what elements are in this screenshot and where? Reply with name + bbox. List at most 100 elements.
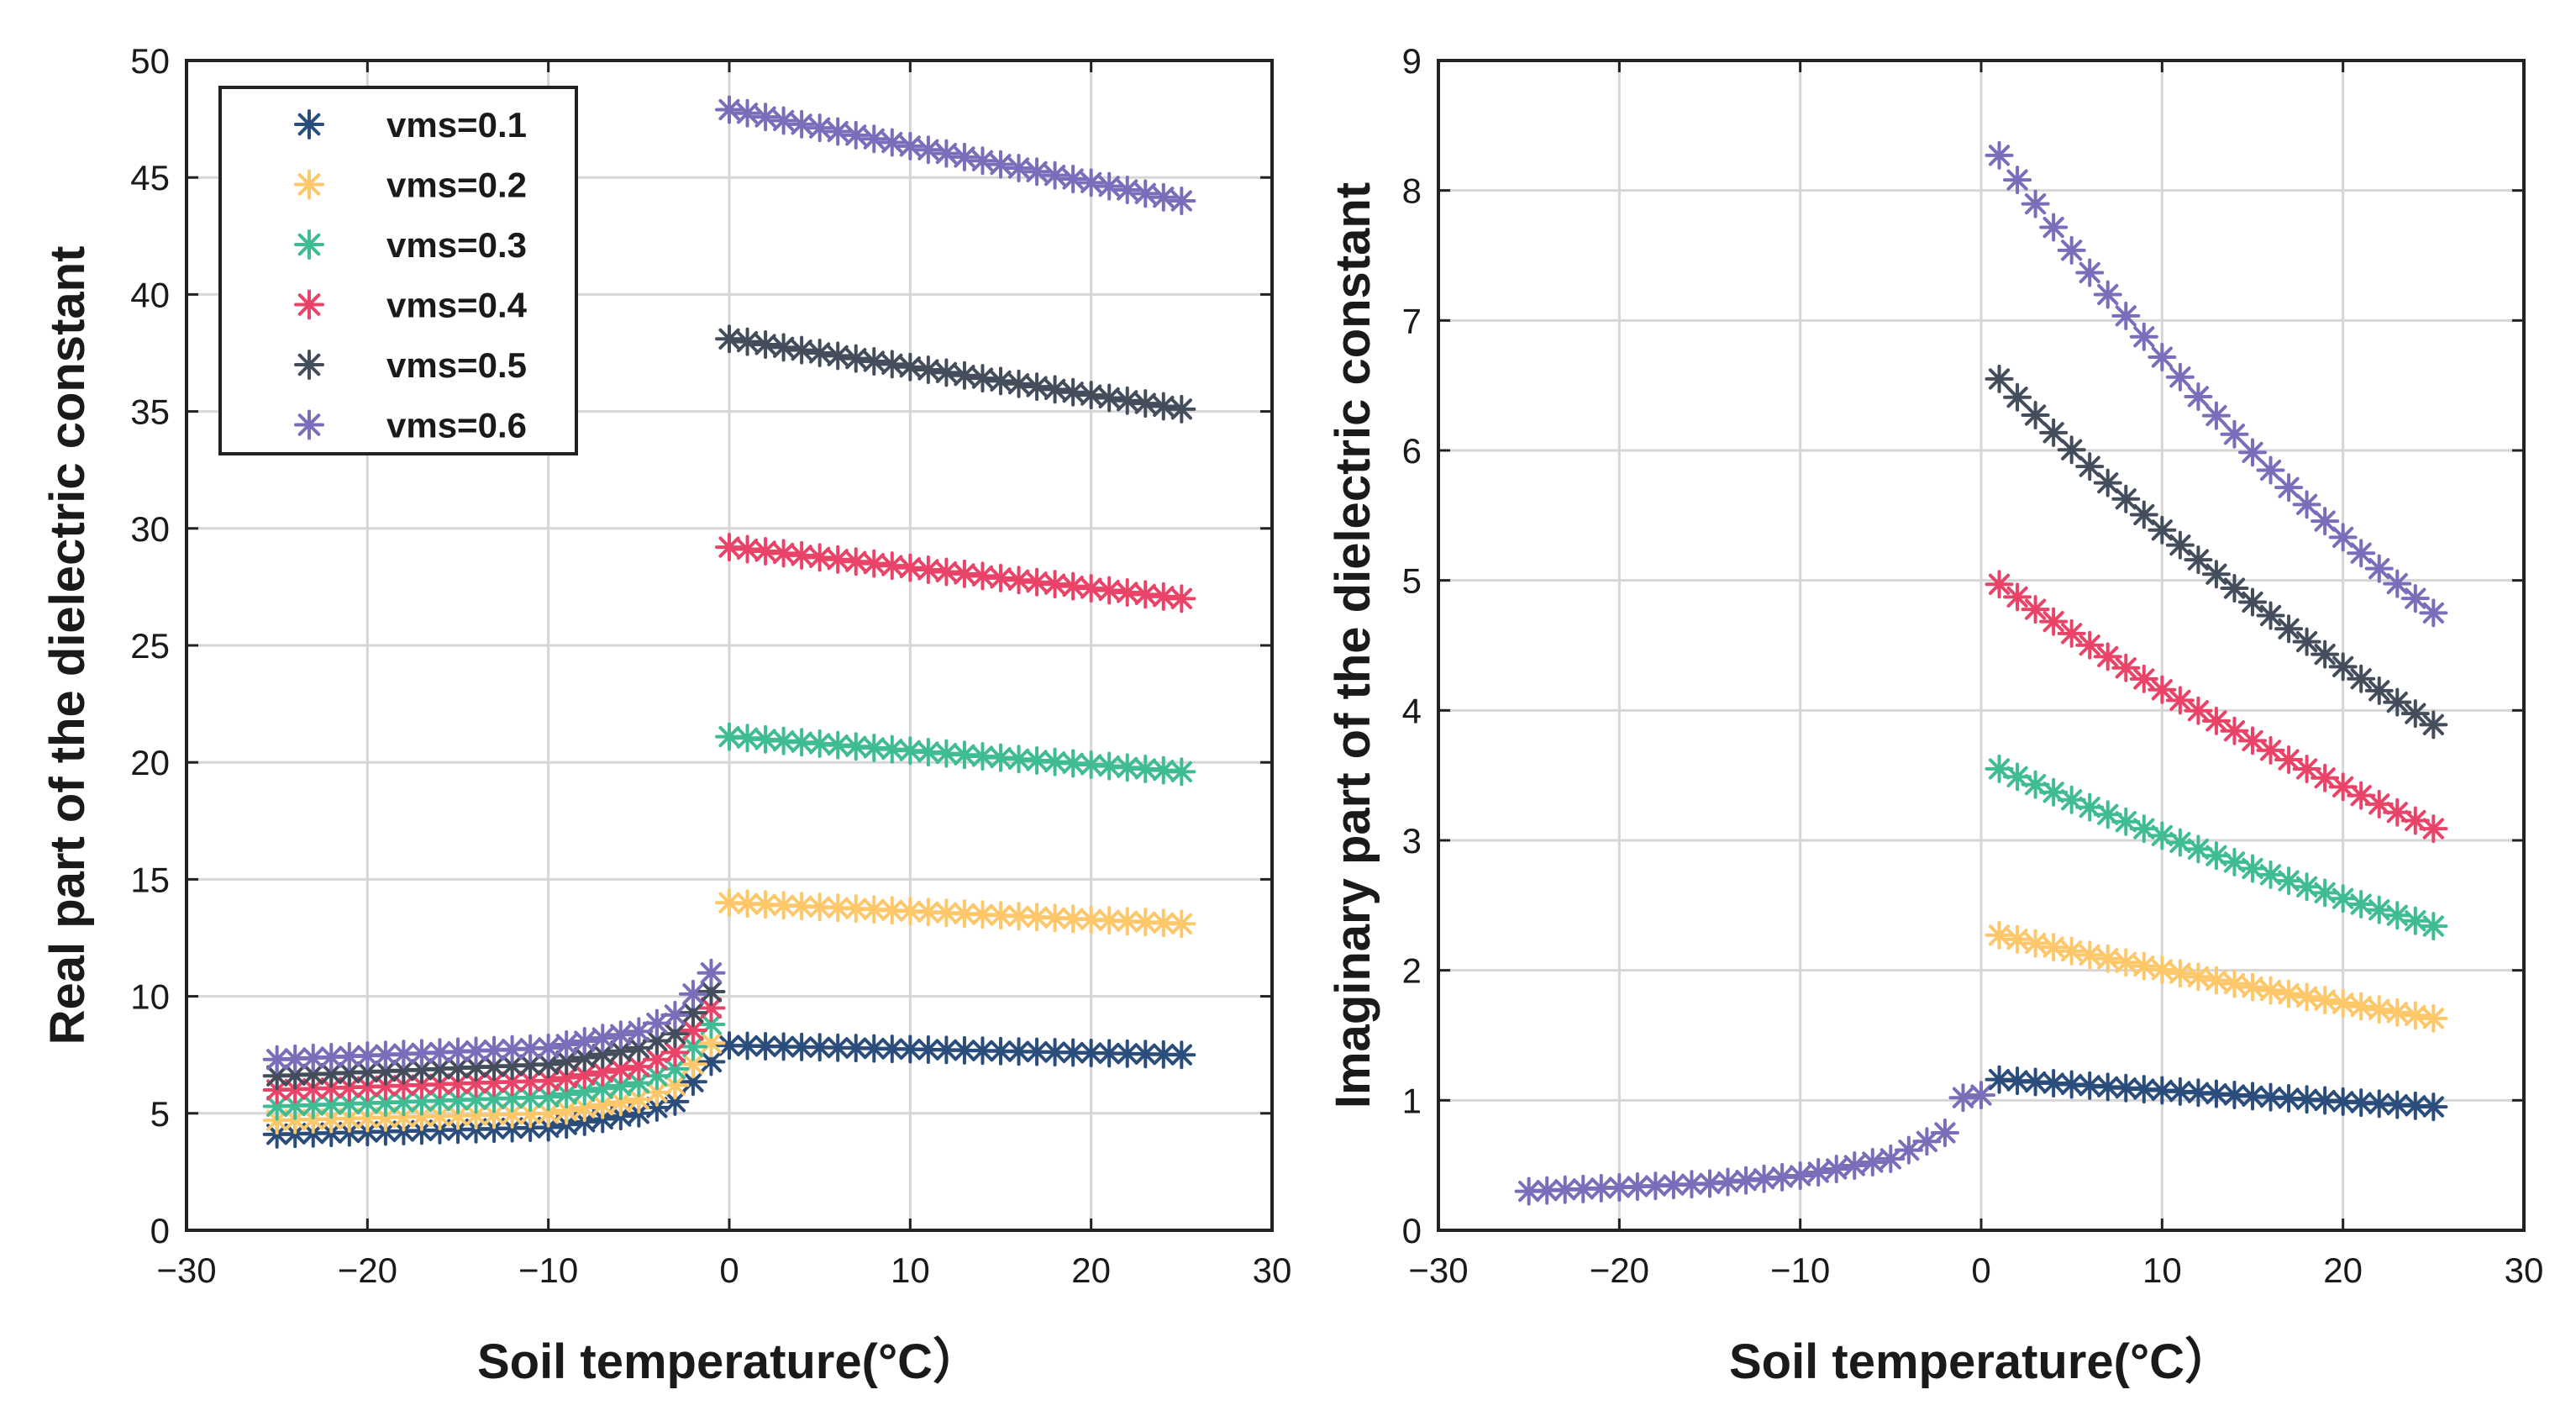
marker-vms=0.2 <box>2419 1003 2448 1033</box>
marker-vms=0.6 <box>1167 187 1196 216</box>
marker-vms=0.4 <box>733 534 762 564</box>
marker-vms=0.5 <box>2039 418 2069 447</box>
marker-vms=0.5 <box>2111 484 2141 513</box>
marker-frozen <box>1768 1162 1797 1192</box>
marker-vms=0.2 <box>1985 920 2014 950</box>
marker-vms=0.1 <box>1076 1038 1106 1067</box>
marker-vms=0.3 <box>606 1071 635 1100</box>
legend-item: vms=0.6 <box>294 406 527 445</box>
marker-vms=0.6 <box>371 1040 400 1070</box>
marker-vms=0.4 <box>2148 675 2177 704</box>
marker-vms=0.2 <box>570 1093 599 1123</box>
marker-frozen <box>1713 1167 1743 1197</box>
marker-vms=0.1 <box>751 1031 781 1061</box>
marker-vms=0.5 <box>1059 377 1088 407</box>
y-tick-label: 7 <box>1402 301 1422 340</box>
marker-vms=0.4 <box>823 545 853 574</box>
marker-vms=0.4 <box>1040 570 1070 599</box>
marker-vms=0.5 <box>1023 372 1052 402</box>
x-tick-label: −30 <box>156 1250 216 1290</box>
marker-vms=0.3 <box>2400 906 2430 935</box>
marker-vms=0.6 <box>733 98 762 128</box>
marker-vms=0.5 <box>2075 452 2105 482</box>
marker-vms=0.2 <box>949 899 979 929</box>
marker-vms=0.6 <box>1131 179 1160 208</box>
marker-vms=0.6 <box>2419 598 2448 628</box>
left-plot-frame <box>185 59 1274 1232</box>
marker-vms=0.4 <box>805 543 834 572</box>
marker-vms=0.2 <box>787 892 817 921</box>
y-tick-label: 40 <box>130 275 170 314</box>
marker-vms=0.3 <box>1112 753 1142 782</box>
marker-vms=0.4 <box>751 536 781 566</box>
marker-vms=0.4 <box>1131 580 1160 609</box>
right-plot-frame <box>1437 59 2526 1232</box>
marker-vms=0.5 <box>2129 500 2158 529</box>
marker-vms=0.6 <box>2003 166 2032 195</box>
marker-vms=0.4 <box>949 559 979 588</box>
marker-vms=0.6 <box>1149 182 1178 212</box>
marker-frozen <box>1550 1175 1580 1204</box>
marker-vms=0.3 <box>2021 770 2050 799</box>
legend-label: vms=0.2 <box>386 166 527 205</box>
right-y-axis-label: Imaginary part of the dielectric constan… <box>1326 182 1380 1108</box>
marker-vms=0.6 <box>2021 189 2050 218</box>
marker-vms=0.4 <box>715 533 744 562</box>
marker-vms=0.6 <box>896 131 925 161</box>
marker-vms=0.4 <box>896 553 925 582</box>
marker-vms=0.5 <box>389 1055 418 1085</box>
marker-vms=0.3 <box>2364 895 2394 924</box>
y-tick-label: 2 <box>1402 951 1422 991</box>
marker-vms=0.5 <box>606 1036 635 1066</box>
legend-items: vms=0.1 vms=0.2 vms=0.3 vms=0.4 vms=0.5 vms=0… <box>294 105 528 445</box>
left-y-axis-label: Real part of the dielectric constant <box>40 246 95 1045</box>
left-x-axis-label: Soil temperature(°C） <box>477 1334 981 1389</box>
marker-vms=0.6 <box>2220 419 2249 449</box>
marker-vms=0.1 <box>949 1035 979 1065</box>
marker-vms=0.4 <box>1149 582 1178 611</box>
x-tick-label: 10 <box>2142 1250 2182 1290</box>
marker-vms=0.2 <box>2148 955 2177 984</box>
marker-vms=0.5 <box>588 1040 618 1069</box>
marker-vms=0.4 <box>787 540 817 570</box>
marker-vms=0.6 <box>715 95 744 124</box>
right-grid <box>1438 61 2524 1230</box>
marker-vms=0.6 <box>2347 539 2376 568</box>
marker-vms=0.6 <box>1076 168 1106 197</box>
marker-vms=0.4 <box>2075 630 2105 660</box>
marker-vms=0.5 <box>2184 545 2213 575</box>
marker-vms=0.4 <box>2111 653 2141 682</box>
marker-vms=0.5 <box>2003 382 2032 412</box>
marker-vms=0.1 <box>1040 1038 1070 1067</box>
marker-vms=0.6 <box>534 1033 563 1062</box>
x-tick-label: −10 <box>518 1250 578 1290</box>
marker-vms=0.3 <box>751 724 781 754</box>
marker-vms=0.6 <box>2057 235 2086 265</box>
y-tick-label: 25 <box>130 626 170 666</box>
marker-vms=0.4 <box>1076 574 1106 603</box>
x-tick-label: 30 <box>2505 1250 2544 1290</box>
marker-vms=0.2 <box>2093 944 2122 973</box>
legend-label: vms=0.5 <box>386 345 527 385</box>
marker-vms=0.3 <box>2328 884 2358 913</box>
marker-vms=0.2 <box>2039 933 2069 962</box>
marker-vms=0.6 <box>606 1020 635 1050</box>
marker-frozen <box>1840 1150 1869 1180</box>
y-tick-label: 30 <box>130 509 170 549</box>
marker-frozen <box>1804 1158 1833 1187</box>
marker-vms=0.4 <box>2165 686 2195 715</box>
x-tick-label: 10 <box>891 1250 930 1290</box>
marker-vms=0.5 <box>913 355 943 385</box>
x-tick-label: 0 <box>719 1250 739 1290</box>
legend-marker-icon <box>294 350 324 380</box>
legend-box <box>218 86 578 455</box>
marker-vms=0.2 <box>606 1087 635 1117</box>
marker-vms=0.6 <box>823 117 853 146</box>
marker-vms=0.6 <box>2256 455 2285 485</box>
marker-vms=0.3 <box>769 726 798 755</box>
x-tick-label: −10 <box>1770 1250 1830 1290</box>
marker-vms=0.5 <box>1076 381 1106 410</box>
marker-vms=0.4 <box>317 1073 346 1103</box>
marker-vms=0.6 <box>2039 213 2069 242</box>
